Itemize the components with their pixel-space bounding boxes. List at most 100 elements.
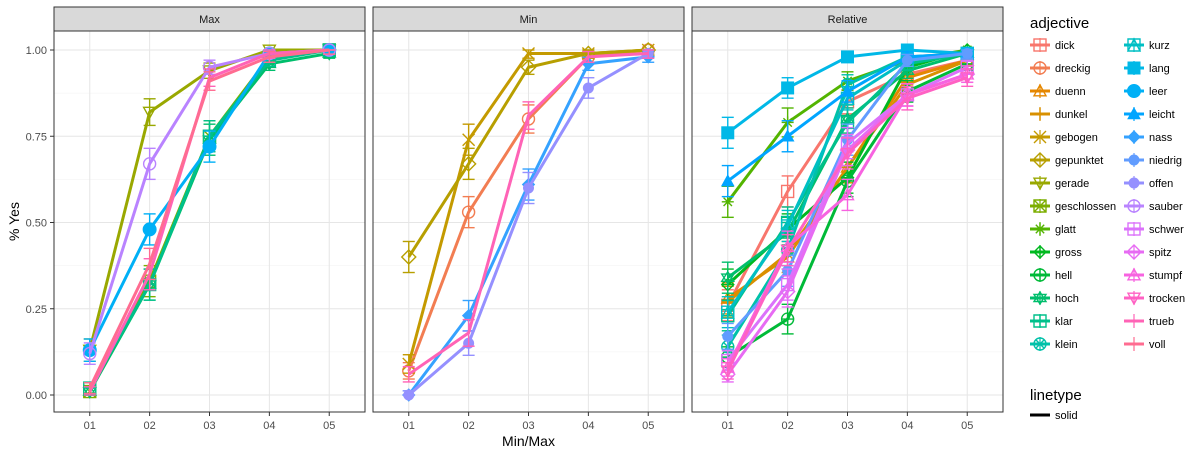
legend-geschlossen-point bbox=[1033, 199, 1047, 213]
sauber-point bbox=[142, 157, 157, 171]
legend-label: hoch bbox=[1055, 293, 1079, 305]
facet-strip bbox=[372, 6, 685, 32]
hoch-error-bar bbox=[721, 261, 734, 294]
legend-leicht-point bbox=[1127, 106, 1141, 120]
x-tick-label: 05 bbox=[961, 420, 973, 432]
legend-entry-duenn: duenn bbox=[1030, 83, 1086, 98]
linetype-legend-title: linetype bbox=[1030, 387, 1082, 404]
legend-glatt-point bbox=[1034, 223, 1046, 235]
legend-entry-glatt: glatt bbox=[1030, 222, 1076, 236]
gebogen-point bbox=[402, 357, 416, 371]
legend-entry-leicht: leicht bbox=[1124, 106, 1175, 121]
x-tick-label: 04 bbox=[263, 420, 275, 432]
trocken-point bbox=[900, 92, 915, 106]
gepunktet-error-bar bbox=[402, 240, 415, 274]
facet-strip-label: Relative bbox=[828, 14, 868, 26]
facet-panels: Max 01 02 03 04 05 0.00 0.25 0.50 0.75 1.00 Min 01 02… bbox=[26, 6, 1004, 432]
legend-sauber-point bbox=[1127, 199, 1141, 213]
legend-offen-point bbox=[1128, 177, 1140, 189]
series-voll bbox=[83, 48, 336, 395]
facet-panel-max: Max 01 02 03 04 05 0.00 0.25 0.50 0.75 1.00 bbox=[26, 6, 366, 432]
legend-label: spitz bbox=[1149, 247, 1172, 259]
legend-label: lang bbox=[1149, 63, 1170, 75]
legend-label: gepunktet bbox=[1055, 155, 1103, 167]
trueb-error-bar bbox=[522, 101, 535, 130]
legend-hell-point bbox=[1033, 268, 1047, 282]
leicht-point bbox=[840, 84, 855, 97]
legend-niedrig-point bbox=[1128, 154, 1140, 166]
x-tick-label: 04 bbox=[901, 420, 913, 432]
x-tick-label: 03 bbox=[841, 420, 853, 432]
legend-dunkel-point bbox=[1034, 108, 1046, 120]
gebogen-point bbox=[462, 133, 476, 147]
trocken-point bbox=[960, 72, 975, 86]
niedrig-point bbox=[961, 47, 973, 59]
gepunktet-point bbox=[400, 249, 417, 265]
y-tick-label: 0.25 bbox=[26, 304, 47, 316]
trueb-error-bar bbox=[642, 49, 655, 59]
legend-entry-schwer: schwer bbox=[1124, 222, 1184, 236]
legend-entry-spitz: spitz bbox=[1124, 244, 1172, 260]
trueb-error-bar bbox=[582, 50, 595, 63]
legend-label: trueb bbox=[1149, 316, 1174, 328]
lang-point bbox=[841, 50, 854, 64]
legend-entry-trocken: trocken bbox=[1124, 291, 1185, 306]
trocken-error-bar bbox=[781, 233, 794, 267]
series-offen bbox=[402, 47, 655, 401]
niedrig-point bbox=[901, 54, 913, 66]
x-tick-label: 02 bbox=[782, 420, 794, 432]
y-tick-label: 1.00 bbox=[26, 45, 47, 57]
series-group bbox=[719, 43, 976, 383]
voll-error-bar bbox=[323, 49, 336, 55]
legend-entry-nass: nass bbox=[1124, 130, 1173, 144]
trocken-point bbox=[840, 147, 855, 161]
x-axis-title: Min/Max bbox=[502, 433, 555, 449]
legend-label: sauber bbox=[1149, 201, 1183, 213]
legend-label: gebogen bbox=[1055, 132, 1098, 144]
y-tick-label: 0.00 bbox=[26, 390, 47, 402]
legend-gebogen-point bbox=[1033, 130, 1047, 144]
lang-point bbox=[781, 81, 795, 95]
legend-entry-trueb: trueb bbox=[1124, 314, 1174, 328]
legend-label: offen bbox=[1149, 178, 1173, 190]
facet-panel-relative: Relative 01 02 03 04 05 bbox=[691, 6, 1004, 432]
leer-point bbox=[202, 139, 217, 154]
legend-label: klar bbox=[1055, 316, 1073, 328]
legend-dreckig-point bbox=[1033, 61, 1047, 75]
x-tick-label: 05 bbox=[642, 420, 654, 432]
legend-label: geschlossen bbox=[1055, 201, 1116, 213]
legend-lang-point bbox=[1127, 61, 1141, 75]
trocken-point bbox=[720, 365, 735, 379]
kurz-point bbox=[720, 304, 735, 319]
dreckig-point bbox=[461, 205, 476, 219]
legend-nass-point bbox=[1127, 130, 1141, 144]
voll-error-bar bbox=[263, 50, 276, 63]
leicht-point bbox=[780, 129, 795, 142]
legend-label: kurz bbox=[1149, 40, 1170, 52]
offen-point bbox=[523, 182, 534, 194]
niedrig-point bbox=[722, 330, 734, 342]
legend-hoch-point bbox=[1032, 290, 1048, 306]
legend-entry-leer: leer bbox=[1124, 84, 1168, 98]
series-group bbox=[82, 43, 337, 399]
gerade-point bbox=[142, 106, 157, 120]
legend-label: leicht bbox=[1149, 109, 1175, 121]
legend: adjective linetype dick dreckig duenn dunke… bbox=[1030, 15, 1185, 422]
stumpf-error-bar bbox=[841, 178, 854, 212]
x-tick-label: 01 bbox=[722, 420, 734, 432]
legend-kurz-point bbox=[1126, 37, 1142, 52]
legend-leer-point bbox=[1127, 84, 1141, 98]
legend-dick-point bbox=[1033, 38, 1047, 52]
hell-point bbox=[780, 312, 795, 326]
legend-entry-voll: voll bbox=[1124, 337, 1166, 351]
legend-entry-gross: gross bbox=[1030, 245, 1082, 259]
legend-entry-klein: klein bbox=[1030, 337, 1078, 351]
facet-strip-label: Max bbox=[199, 14, 220, 26]
legend-label: klein bbox=[1055, 339, 1078, 351]
voll-error-bar bbox=[143, 247, 156, 281]
legend-klein-point bbox=[1033, 337, 1047, 351]
trueb-error-bar bbox=[402, 365, 415, 383]
trocken-error-bar bbox=[841, 137, 854, 170]
facet-strip-label: Min bbox=[520, 14, 538, 26]
